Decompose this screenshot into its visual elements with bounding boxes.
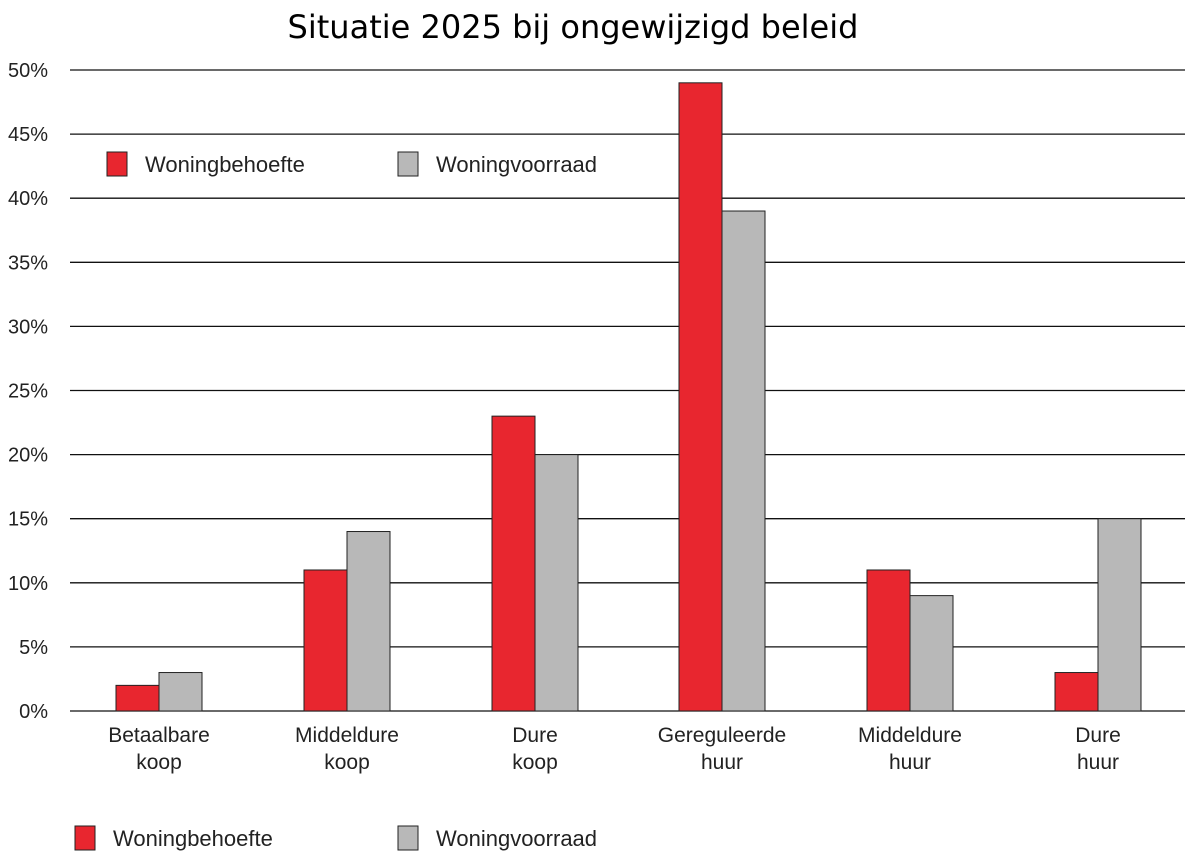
- bar-woningbehoefte-5: [1054, 672, 1099, 712]
- bar-woningvoorraad-5: [1097, 518, 1142, 712]
- x-axis-categories: Betaalbare koop Middeldure koop Dure koop Gere…: [108, 724, 1121, 774]
- y-tick-label: 40%: [8, 188, 48, 210]
- bar-woningbehoefte-2: [491, 415, 536, 712]
- y-tick-label: 50%: [8, 60, 48, 82]
- y-tick-label: 35%: [8, 252, 48, 274]
- legend-swatch: [397, 151, 419, 177]
- y-tick-label: 15%: [8, 509, 48, 531]
- x-category-label: Dure koop: [512, 724, 558, 774]
- legend-label: Woningbehoefte: [145, 152, 305, 177]
- y-tick-label: 5%: [19, 637, 48, 659]
- y-tick-label: 20%: [8, 445, 48, 467]
- legend-label: Woningvoorraad: [436, 826, 597, 851]
- x-category-label: Middeldure huur: [858, 724, 962, 774]
- bar-woningvoorraad-4: [909, 595, 954, 712]
- x-category-label: Dure huur: [1075, 724, 1121, 774]
- x-category-label: Betaalbare koop: [108, 724, 210, 774]
- legend-swatch: [74, 825, 96, 851]
- gridlines: [70, 69, 1185, 712]
- legend-bottom: Woningbehoefte Woningvoorraad: [74, 825, 597, 851]
- legend-label: Woningbehoefte: [113, 826, 273, 851]
- chart-title: Situatie 2025 bij ongewijzigd beleid: [288, 8, 859, 46]
- x-category-label: Middeldure koop: [295, 724, 399, 774]
- y-tick-label: 45%: [8, 124, 48, 146]
- bar-woningbehoefte-4: [866, 569, 911, 712]
- y-tick-label: 10%: [8, 573, 48, 595]
- y-axis-ticks: 0% 5% 10% 15% 20% 25% 30% 35% 40% 45% 50%: [8, 60, 48, 723]
- y-tick-label: 25%: [8, 381, 48, 403]
- x-category-label: Gereguleerde huur: [658, 724, 786, 774]
- y-tick-label: 30%: [8, 316, 48, 338]
- bar-woningbehoefte-0: [115, 684, 160, 712]
- legend-label: Woningvoorraad: [436, 152, 597, 177]
- bar-woningbehoefte-3: [678, 82, 723, 712]
- bar-woningvoorraad-2: [534, 454, 579, 712]
- bars: [115, 82, 1142, 712]
- bar-woningvoorraad-0: [158, 672, 203, 712]
- legend-swatch: [397, 825, 419, 851]
- bar-woningbehoefte-1: [303, 569, 348, 712]
- bar-woningvoorraad-1: [346, 531, 391, 712]
- bar-woningvoorraad-3: [721, 210, 766, 712]
- legend-inside: Woningbehoefte Woningvoorraad: [106, 151, 597, 177]
- legend-swatch: [106, 151, 128, 177]
- y-tick-label: 0%: [19, 701, 48, 723]
